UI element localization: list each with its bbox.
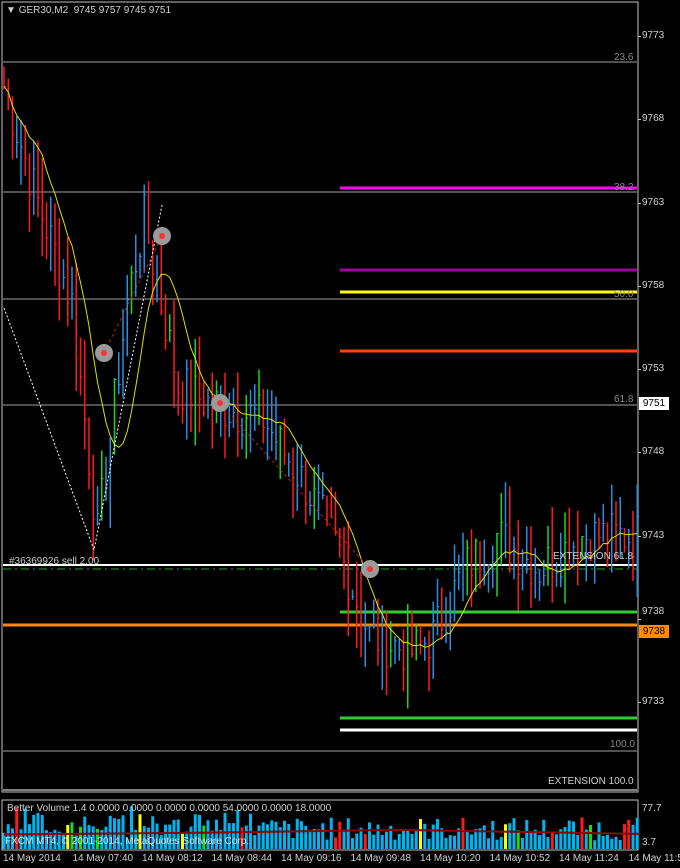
price-tick: 9733 — [642, 696, 665, 707]
price-tick-mark — [638, 285, 641, 287]
volume-indicator-title: Better Volume 1.4 0.0000 0.0000 0.0000 0… — [7, 803, 332, 814]
price-tick-mark — [638, 535, 641, 537]
extension-100-label: EXTENSION 100.0 — [548, 776, 634, 787]
price-tick: 9743 — [642, 529, 665, 541]
price-tick: 9763 — [642, 196, 665, 208]
price-tick: 9753 — [642, 363, 665, 374]
time-tick: 14 May 07:40 — [72, 853, 134, 864]
trade-line — [219, 402, 371, 570]
trade-marker-dot — [367, 566, 373, 572]
price-tick: 9738 — [642, 605, 665, 617]
moving-average-line — [3, 86, 638, 648]
price-tick-mark — [638, 369, 641, 370]
time-tick: 14 May 08:44 — [211, 853, 273, 864]
trade-marker-dot — [159, 233, 165, 239]
current-price-tag: 9751 — [639, 397, 669, 410]
volume-max: 77.7 — [642, 803, 662, 814]
copyright: FXCM MT4, © 2001-2014, MetaQuotes Softwa… — [5, 836, 250, 847]
trade-marker-dot — [217, 400, 223, 406]
price-tick-mark — [638, 618, 641, 620]
price-tick: 9748 — [642, 446, 665, 458]
time-tick: 14 May 08:12 — [142, 853, 203, 864]
symbol: GER30,M2 — [18, 5, 69, 16]
fib-label-23-6: 23.6 — [614, 52, 634, 63]
fib-label-50: 50.0 — [614, 289, 634, 300]
fib-label-100: 100.0 — [610, 739, 636, 750]
main-pane-border — [1, 1, 639, 793]
price-tick-mark — [638, 119, 641, 121]
fib-label-38-2: 38.2 — [614, 182, 634, 193]
trade-marker-dot — [101, 350, 107, 356]
fib-lines[interactable] — [3, 61, 637, 791]
order-price-tag: 9738 — [639, 625, 669, 638]
price-tick-mark — [638, 202, 641, 204]
order-label[interactable]: #36369926 sell 2.00 — [9, 556, 100, 567]
time-tick: 14 May 11:56 — [628, 853, 680, 864]
time-tick: 14 May 09:48 — [350, 853, 412, 864]
price-tick: 9773 — [642, 30, 665, 41]
price-tick-mark — [638, 452, 641, 454]
volume-average-line — [3, 828, 641, 836]
overlays[interactable] — [3, 204, 379, 578]
chart-title: ▼ GER30,M2 9745 9757 9745 9751 — [6, 5, 172, 16]
time-tick: 14 May 10:20 — [420, 853, 481, 864]
ohlc-values: 9745 9757 9745 9751 — [73, 5, 172, 16]
volume-bars — [2, 806, 641, 849]
price-tick: 9758 — [642, 279, 665, 291]
time-tick: 14 May 2014 — [3, 853, 61, 864]
price-tick-mark — [638, 36, 641, 37]
fib-label-61-8: 61.8 — [614, 394, 634, 405]
zigzag-line — [3, 204, 163, 552]
trade-line — [103, 235, 163, 354]
time-tick: 14 May 10:52 — [489, 853, 551, 864]
volume-min: 3.7 — [642, 837, 656, 848]
extension-61-8-label: EXTENSION 61.8 — [553, 551, 634, 562]
time-tick: 14 May 11:24 — [559, 853, 619, 864]
price-tick: 9768 — [642, 113, 665, 125]
price-tick-mark — [638, 702, 641, 703]
time-tick: 14 May 09:16 — [281, 853, 342, 864]
